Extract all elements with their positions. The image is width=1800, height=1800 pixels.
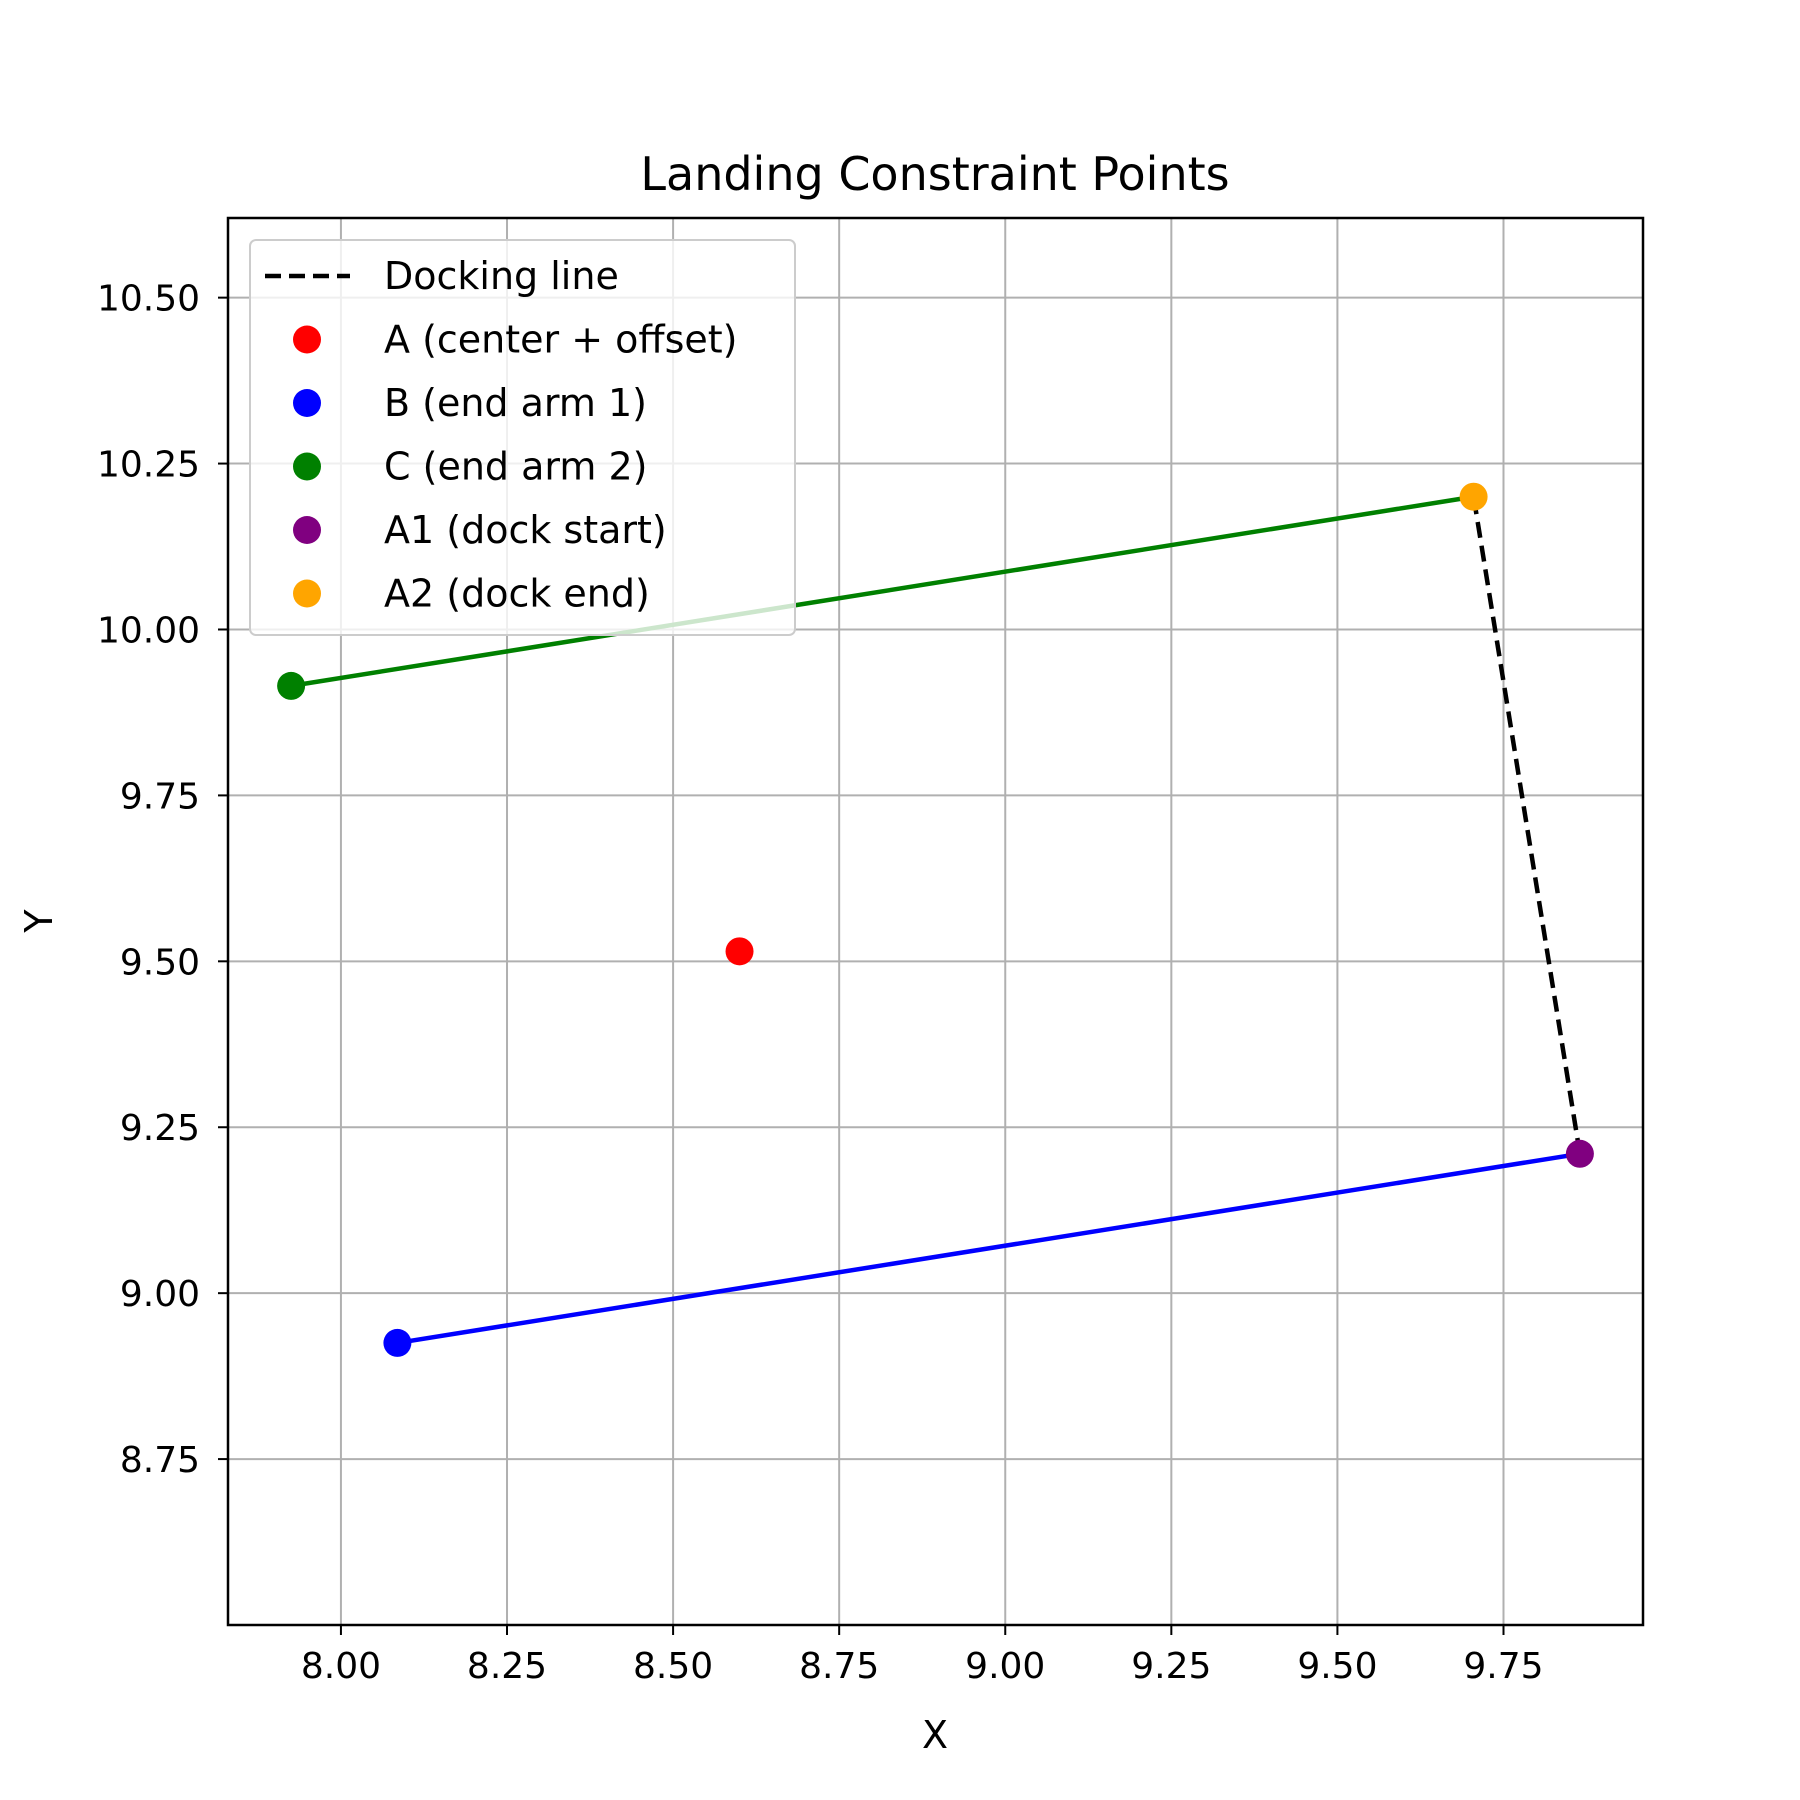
legend-label: A2 (dock end) — [384, 572, 650, 616]
series — [277, 482, 1594, 1357]
legend-marker — [293, 389, 321, 417]
data-point — [277, 671, 306, 700]
legend-label: A (center + offset) — [384, 318, 738, 362]
x-tick-label: 8.00 — [301, 1646, 381, 1687]
legend-marker — [293, 579, 321, 608]
data-point — [1565, 1139, 1594, 1168]
x-tick-label: 9.75 — [1463, 1646, 1543, 1687]
x-tick-label: 9.50 — [1297, 1646, 1377, 1687]
chart-title: Landing Constraint Points — [640, 147, 1229, 201]
docking-line — [1471, 496, 1583, 1155]
x-axis-title: X — [922, 1713, 948, 1757]
y-tick-label: 9.50 — [120, 942, 200, 983]
y-tick-label: 8.75 — [120, 1440, 200, 1481]
data-point — [1459, 482, 1488, 511]
legend-label: Docking line — [384, 254, 619, 298]
x-tick-label: 9.25 — [1131, 1646, 1211, 1687]
plot-frame — [226, 216, 1645, 1627]
ticks: 8.00 8.25 8.50 8.75 9.00 9.25 9.50 9.75 8.75 9.00… — [97, 279, 1544, 1687]
x-tick-label: 8.25 — [467, 1646, 547, 1687]
grid — [228, 218, 1643, 1625]
y-tick-label: 9.00 — [120, 1274, 200, 1315]
legend-marker — [293, 452, 321, 481]
y-tick-label: 9.75 — [120, 776, 200, 817]
y-tick-label: 10.50 — [97, 279, 200, 320]
arm-line — [397, 1151, 1581, 1346]
data-point — [725, 937, 754, 966]
x-tick-label: 8.75 — [799, 1646, 879, 1687]
legend-marker — [293, 325, 321, 354]
legend-marker — [293, 516, 321, 544]
x-tick-label: 9.00 — [965, 1646, 1045, 1687]
legend-box — [249, 239, 796, 636]
x-tick-label: 8.50 — [633, 1646, 713, 1687]
y-tick-label: 10.00 — [97, 610, 200, 651]
legend-label: B (end arm 1) — [384, 381, 647, 425]
data-point — [383, 1328, 412, 1357]
arm-line — [290, 494, 1474, 689]
legend-label: C (end arm 2) — [384, 445, 647, 489]
y-tick-label: 10.25 — [97, 445, 200, 486]
y-tick-label: 9.25 — [120, 1108, 200, 1149]
y-axis-title: Y — [17, 909, 61, 934]
legend: Docking line A (center + offset) B (end ar… — [249, 239, 796, 636]
legend-label: A1 (dock start) — [384, 508, 667, 552]
